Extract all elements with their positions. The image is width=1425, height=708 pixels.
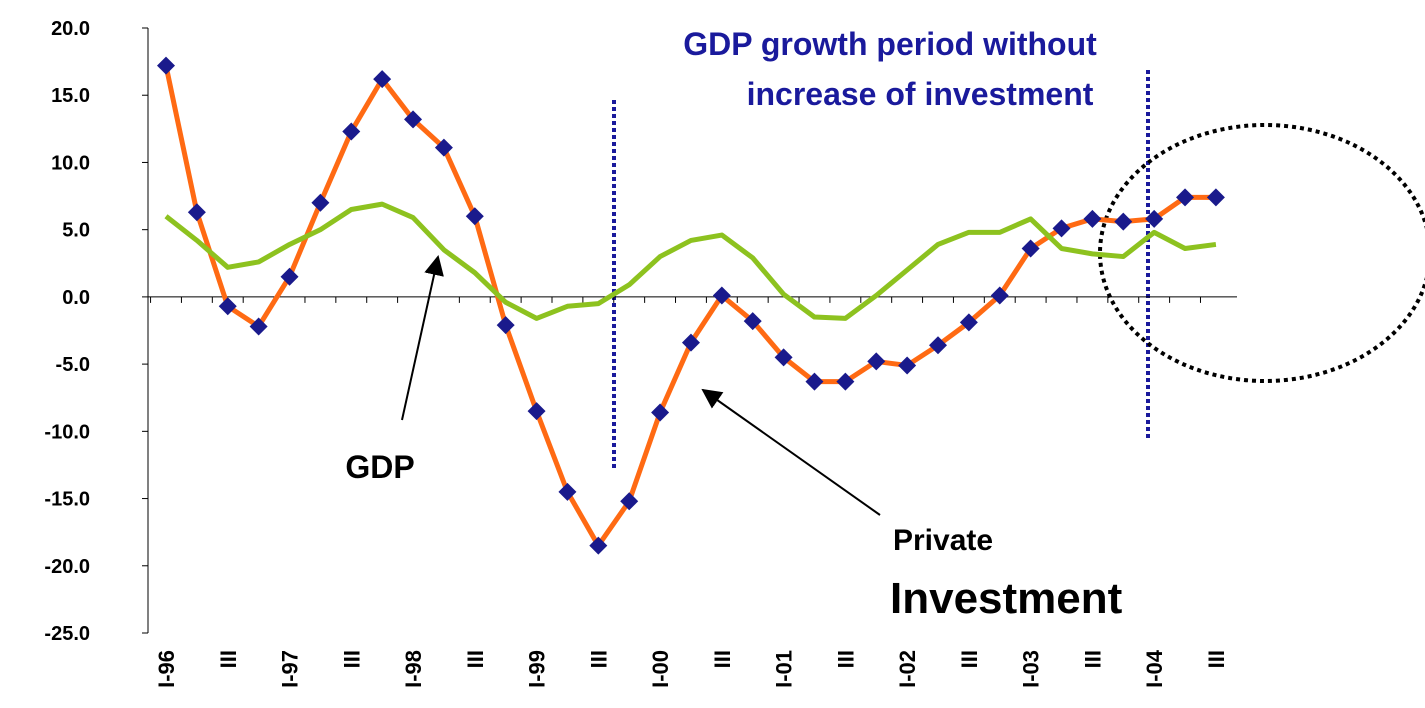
x-tick-label: III [1204, 650, 1229, 668]
x-tick-label: I-97 [278, 650, 303, 688]
data-point [836, 372, 855, 391]
x-tick-label: III [586, 650, 611, 668]
series-line [163, 65, 1216, 549]
data-point [157, 56, 175, 75]
data-point [898, 356, 917, 375]
arrow [701, 388, 881, 516]
data-point [589, 536, 608, 555]
annotation: Private [893, 524, 993, 557]
data-point [496, 316, 515, 335]
y-tick-label: 20.0 [51, 18, 90, 40]
data-point [681, 333, 700, 352]
x-tick-label: III [1080, 650, 1105, 668]
data-point [558, 482, 577, 501]
x-tick-label: III [339, 650, 364, 668]
x-tick-label: I-98 [401, 650, 426, 688]
arrow [401, 255, 444, 421]
x-tick-label: I-00 [648, 650, 673, 688]
data-point [743, 312, 762, 331]
y-tick-label: -10.0 [44, 421, 90, 443]
data-point [373, 70, 392, 89]
data-point [280, 267, 299, 286]
y-tick-label: -5.0 [56, 354, 90, 376]
data-point [404, 110, 423, 129]
data-point [249, 317, 268, 336]
x-tick-label: III [463, 650, 488, 668]
x-tick-label: I-02 [895, 650, 920, 688]
x-tick-label: I-03 [1019, 650, 1044, 688]
data-point [1114, 212, 1133, 231]
data-point [990, 286, 1009, 305]
data-point [1145, 209, 1164, 228]
y-tick-label: -20.0 [44, 556, 90, 578]
data-point [805, 372, 824, 391]
series-line [164, 201, 1217, 321]
data-point [712, 286, 731, 305]
annotation: GDP growth period without [683, 26, 1097, 62]
data-point [867, 352, 886, 371]
data-point [959, 313, 978, 332]
x-tick-label: I-96 [154, 650, 179, 688]
x-tick-label: I-04 [1142, 649, 1167, 688]
x-tick-label: III [833, 650, 858, 668]
data-point [1021, 239, 1040, 258]
y-tick-label: -15.0 [44, 489, 90, 511]
y-tick-label: 0.0 [62, 287, 90, 309]
y-tick-label: 5.0 [62, 220, 90, 242]
x-tick-label: I-01 [772, 650, 797, 688]
data-point [527, 402, 546, 421]
data-point [774, 348, 793, 367]
y-tick-label: 10.0 [51, 152, 90, 174]
data-point [342, 122, 361, 141]
data-point [187, 203, 206, 222]
x-tick-label: III [957, 650, 982, 668]
data-point [651, 403, 670, 422]
x-tick-label: III [216, 650, 241, 668]
data-point [1206, 188, 1225, 207]
data-point [1176, 188, 1195, 207]
y-tick-label: -25.0 [44, 623, 90, 645]
data-point [929, 336, 947, 355]
annotation: increase of investment [747, 76, 1094, 112]
x-tick-label: I-99 [525, 650, 550, 688]
data-point [218, 297, 237, 316]
x-tick-label: III [710, 650, 735, 668]
y-tick-label: 15.0 [51, 85, 90, 107]
data-point [1083, 209, 1102, 228]
data-point [311, 193, 330, 212]
data-point [1052, 219, 1071, 238]
annotation: GDP [345, 449, 414, 485]
annotation: Investment [890, 574, 1123, 623]
data-point [465, 207, 484, 226]
data-point [620, 492, 639, 511]
data-point [434, 138, 453, 157]
